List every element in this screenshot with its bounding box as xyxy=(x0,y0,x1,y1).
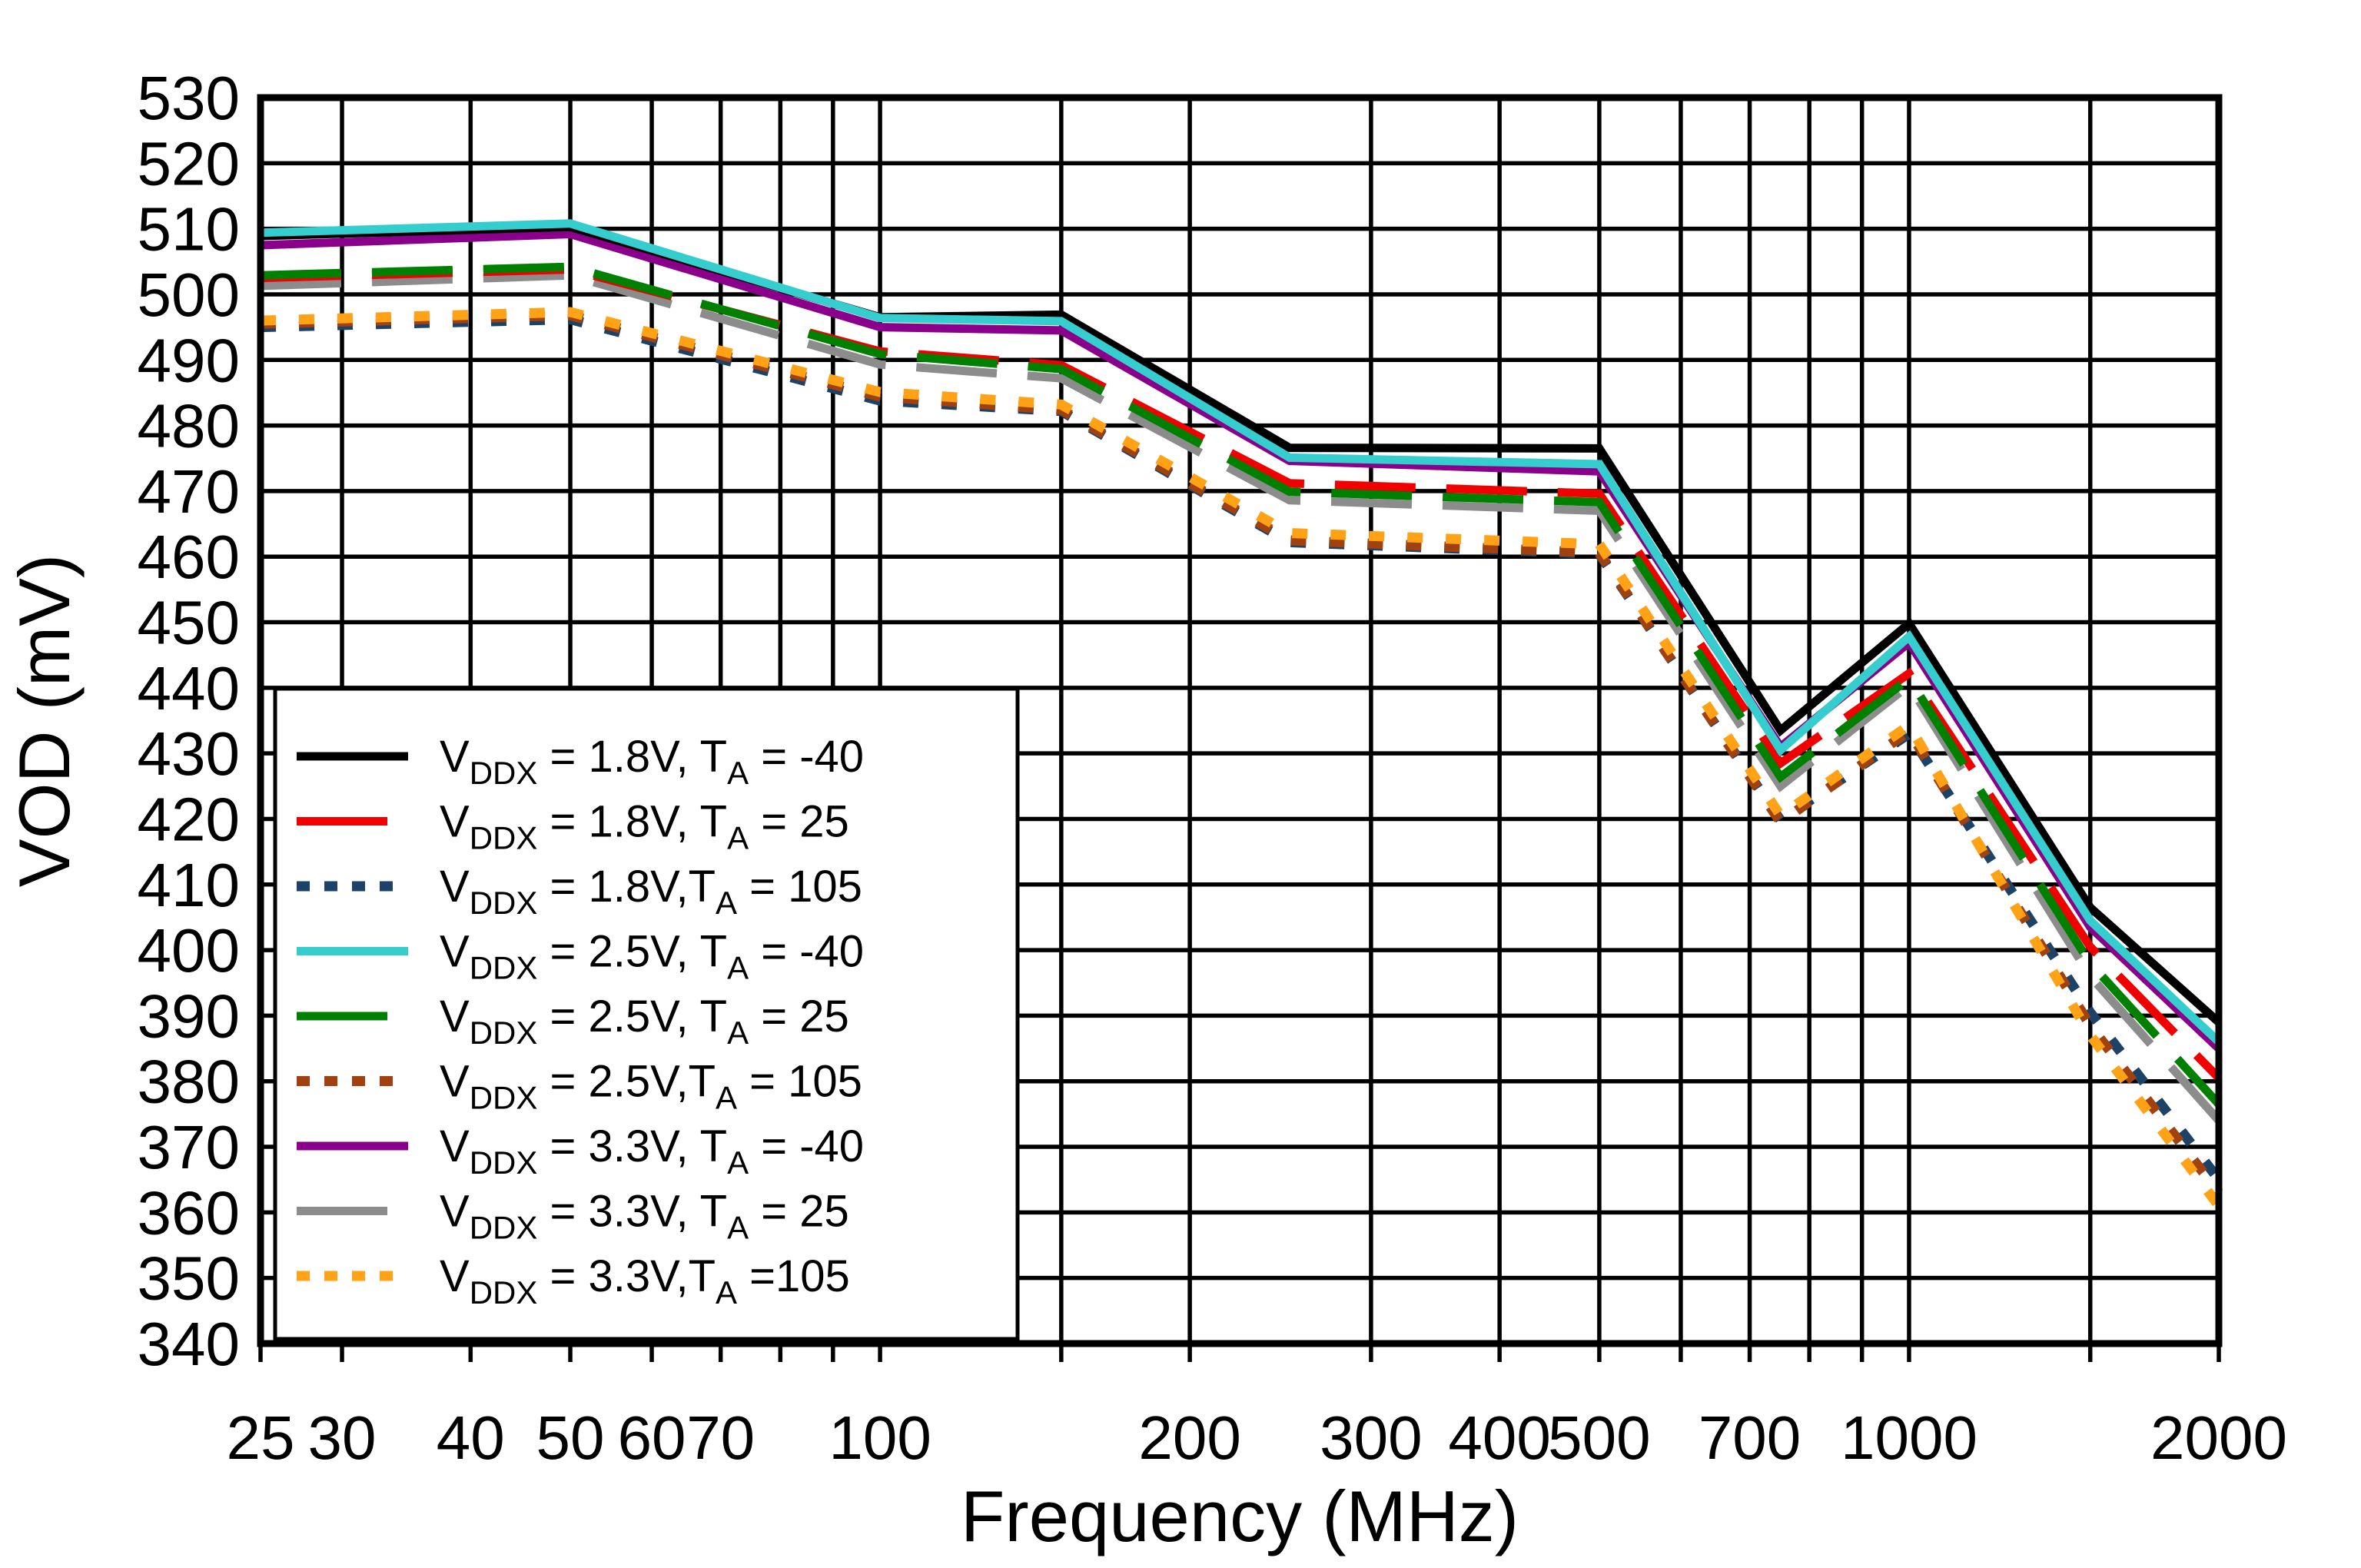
x-tick-label: 30 xyxy=(308,1404,377,1472)
y-tick-label: 510 xyxy=(138,195,240,264)
legend-label-vddx-2p5v-ta-25: VDDX = 2.5V, TA = 25 xyxy=(440,992,849,1051)
y-tick-label: 530 xyxy=(138,64,240,132)
series-line-vddx-3p3v-ta-25 xyxy=(260,271,2223,1124)
x-tick-label: 400 xyxy=(1448,1404,1550,1472)
y-tick-label: 460 xyxy=(138,523,240,591)
x-tick-label: 200 xyxy=(1138,1404,1240,1472)
x-tick-label: 50 xyxy=(536,1404,605,1472)
legend-label-vddx-3p3v-ta-minus40: VDDX = 3.3V, TA = -40 xyxy=(440,1121,864,1181)
legend-label-vddx-1p8v-ta-minus40: VDDX = 1.8V, TA = -40 xyxy=(440,732,864,791)
legend-label-vddx-3p3v-ta-25: VDDX = 3.3V, TA = 25 xyxy=(440,1187,849,1246)
y-axis-title: VOD (mV) xyxy=(4,554,85,887)
x-axis-title: Frequency (MHz) xyxy=(961,1476,1519,1556)
y-tick-label: 480 xyxy=(138,392,240,460)
y-tick-label: 400 xyxy=(138,916,240,985)
x-tick-label: 70 xyxy=(686,1404,755,1472)
legend-box xyxy=(273,686,1020,1341)
y-tick-label: 520 xyxy=(138,129,240,198)
y-tick-label: 500 xyxy=(138,261,240,329)
x-tick-label: 300 xyxy=(1320,1404,1422,1472)
legend-label-vddx-1p8v-ta-25: VDDX = 1.8V, TA = 25 xyxy=(440,797,849,856)
legend-label-vddx-2p5v-ta-105: VDDX = 2.5V,TA = 105 xyxy=(440,1057,862,1116)
x-tick-label: 40 xyxy=(437,1404,505,1472)
x-tick-label: 500 xyxy=(1548,1404,1650,1472)
legend-label-vddx-2p5v-ta-minus40: VDDX = 2.5V, TA = -40 xyxy=(440,927,864,986)
y-tick-label: 370 xyxy=(138,1113,240,1181)
y-tick-label: 390 xyxy=(138,982,240,1050)
y-tick-label: 470 xyxy=(138,457,240,526)
series-line-vddx-3p3v-ta-105 xyxy=(260,307,2223,1209)
y-tick-label: 420 xyxy=(138,785,240,853)
x-tick-label: 100 xyxy=(829,1404,931,1472)
y-tick-label: 430 xyxy=(138,719,240,788)
legend-label-vddx-1p8v-ta-105: VDDX = 1.8V,TA = 105 xyxy=(440,862,862,921)
y-tick-label: 410 xyxy=(138,851,240,919)
x-tick-label: 1000 xyxy=(1841,1404,1977,1472)
y-tick-label: 380 xyxy=(138,1048,240,1116)
x-tick-label: 60 xyxy=(618,1404,686,1472)
y-tick-label: 450 xyxy=(138,589,240,657)
y-tick-label: 340 xyxy=(138,1310,240,1378)
series-line-vddx-2p5v-ta-minus40 xyxy=(260,219,2222,1045)
legend-label-vddx-3p3v-ta-105: VDDX = 3.3V,TA =105 xyxy=(440,1251,850,1311)
y-tick-label: 490 xyxy=(138,326,240,394)
plot-frame xyxy=(257,94,2223,1347)
y-tick-label: 440 xyxy=(138,654,240,723)
series-line-vddx-2p5v-ta-25 xyxy=(260,262,2223,1108)
x-tick-label: 2000 xyxy=(2150,1404,2287,1472)
y-tick-label: 360 xyxy=(138,1178,240,1247)
x-tick-label: 700 xyxy=(1699,1404,1801,1472)
y-tick-label: 350 xyxy=(138,1244,240,1313)
x-tick-label: 25 xyxy=(227,1404,295,1472)
